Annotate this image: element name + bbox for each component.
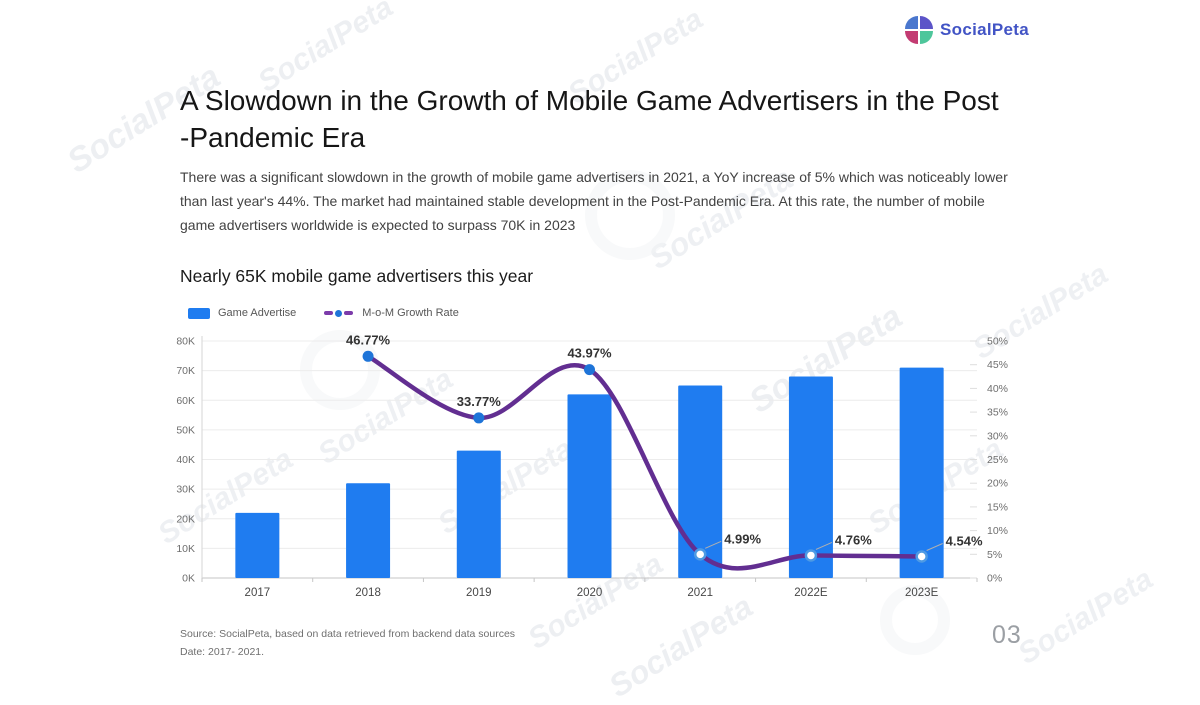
socialpeta-logo: SocialPeta — [905, 16, 1029, 44]
socialpeta-logo-text: SocialPeta — [940, 20, 1029, 39]
x-axis-label: 2018 — [355, 587, 381, 599]
label-leader-line — [815, 541, 833, 550]
left-axis-tick: 50K — [176, 424, 195, 436]
date-line: Date: 2017- 2021. — [180, 646, 265, 658]
right-axis-tick: 45% — [987, 359, 1008, 371]
left-axis-tick: 0K — [182, 573, 195, 585]
source-note: Source: SocialPeta, based on data retrie… — [180, 625, 515, 661]
left-axis-tick: 10K — [176, 543, 195, 555]
bar-2022E — [788, 376, 833, 578]
right-axis-tick: 50% — [987, 336, 1008, 348]
bar-2023E — [899, 367, 944, 578]
bar-2017 — [235, 512, 280, 578]
right-axis-tick: 10% — [987, 525, 1008, 537]
label-leader-line — [926, 543, 943, 551]
bar-2018 — [346, 483, 391, 578]
data-label-2023E: 4.54% — [946, 533, 983, 548]
watermark-text: SocialPeta — [1012, 562, 1159, 671]
line-marker-filled — [473, 412, 485, 424]
left-axis-tick: 20K — [176, 513, 195, 525]
legend-dash-icon — [324, 311, 334, 315]
left-axis-tick: 70K — [176, 365, 195, 377]
line-marker-hollow — [693, 548, 707, 561]
bar-2020 — [567, 394, 612, 578]
data-label-2020: 43.97% — [567, 346, 612, 361]
page-title-line2: -Pandemic Era — [180, 122, 366, 153]
socialpeta-logo-icon — [905, 16, 933, 44]
right-axis-tick: 5% — [987, 549, 1002, 561]
right-axis-tick: 40% — [987, 383, 1008, 395]
right-axis-tick: 25% — [987, 454, 1008, 466]
line-marker-hollow — [804, 549, 818, 562]
legend-dash-icon — [344, 311, 354, 315]
x-axis-label: 2022E — [794, 587, 828, 599]
left-axis-tick: 40K — [176, 454, 195, 466]
x-axis-label: 2020 — [577, 587, 603, 599]
bar-2019 — [456, 450, 501, 578]
advertisers-growth-chart: 0K 10K 20K 30K 40K 50K 60K 70K 80K 0% 5% 10% 15% 20% 2… — [176, 332, 1008, 599]
right-axis-tick: 0% — [987, 573, 1002, 585]
page-title: A Slowdown in the Growth of Mobile Game … — [180, 82, 1040, 156]
intro-paragraph: There was a significant slowdown in the … — [180, 169, 1008, 233]
line-marker-filled — [362, 350, 374, 362]
legend-dot-icon — [335, 309, 343, 317]
page-number: 03 — [992, 621, 1022, 649]
left-axis-tick: 30K — [176, 484, 195, 496]
label-leader-line — [705, 540, 722, 549]
data-label-2021: 4.99% — [724, 531, 761, 546]
data-label-2018: 46.77% — [346, 332, 391, 347]
bar-series-swatch — [188, 307, 210, 319]
line-series-marker — [324, 309, 354, 317]
source-line: Source: SocialPeta, based on data retrie… — [180, 628, 516, 640]
left-axis-tick: 80K — [176, 336, 195, 348]
x-axis-label: 2017 — [245, 587, 271, 599]
right-axis-tick: 30% — [987, 430, 1008, 442]
line-marker-filled — [584, 364, 595, 376]
right-axis-tick: 15% — [987, 501, 1008, 513]
chart-subtitle: Nearly 65K mobile game advertisers this … — [180, 266, 534, 286]
x-axis-label: 2023E — [905, 587, 939, 599]
right-axis-tick: 20% — [987, 478, 1008, 490]
chart-legend: Game Advertise M-o-M Growth Rate — [188, 307, 459, 319]
right-axis-tick: 35% — [987, 407, 1008, 419]
line-series-label: M-o-M Growth Rate — [362, 307, 459, 319]
data-label-2022E: 4.76% — [835, 532, 872, 547]
page-title-line1: A Slowdown in the Growth of Mobile Game … — [180, 85, 999, 116]
x-axis-label: 2021 — [687, 587, 713, 599]
x-axis-label: 2019 — [466, 587, 492, 599]
line-marker-hollow — [915, 550, 928, 563]
left-axis-tick: 60K — [176, 395, 195, 407]
bar-2021 — [678, 385, 723, 578]
bar-series-label: Game Advertise — [218, 307, 297, 319]
data-label-2019: 33.77% — [457, 394, 502, 409]
